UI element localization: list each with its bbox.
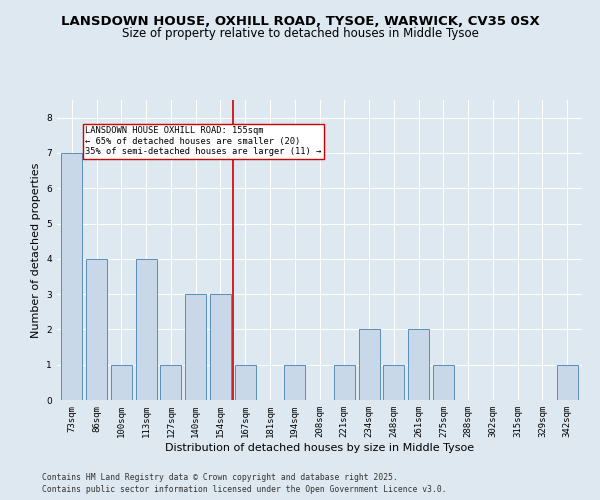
- Bar: [136, 259, 157, 400]
- X-axis label: Distribution of detached houses by size in Middle Tysoe: Distribution of detached houses by size …: [165, 442, 474, 452]
- Text: Contains HM Land Registry data © Crown copyright and database right 2025.: Contains HM Land Registry data © Crown c…: [42, 472, 398, 482]
- Bar: [160, 364, 181, 400]
- Text: Size of property relative to detached houses in Middle Tysoe: Size of property relative to detached ho…: [122, 28, 478, 40]
- Text: LANSDOWN HOUSE, OXHILL ROAD, TYSOE, WARWICK, CV35 0SX: LANSDOWN HOUSE, OXHILL ROAD, TYSOE, WARW…: [61, 15, 539, 28]
- Bar: [383, 364, 404, 400]
- Bar: [408, 330, 429, 400]
- Bar: [210, 294, 231, 400]
- Bar: [235, 364, 256, 400]
- Bar: [557, 364, 578, 400]
- Bar: [86, 259, 107, 400]
- Bar: [61, 153, 82, 400]
- Bar: [433, 364, 454, 400]
- Bar: [334, 364, 355, 400]
- Bar: [284, 364, 305, 400]
- Y-axis label: Number of detached properties: Number of detached properties: [31, 162, 41, 338]
- Text: LANSDOWN HOUSE OXHILL ROAD: 155sqm
← 65% of detached houses are smaller (20)
35%: LANSDOWN HOUSE OXHILL ROAD: 155sqm ← 65%…: [85, 126, 322, 156]
- Bar: [359, 330, 380, 400]
- Bar: [185, 294, 206, 400]
- Text: Contains public sector information licensed under the Open Government Licence v3: Contains public sector information licen…: [42, 485, 446, 494]
- Bar: [111, 364, 132, 400]
